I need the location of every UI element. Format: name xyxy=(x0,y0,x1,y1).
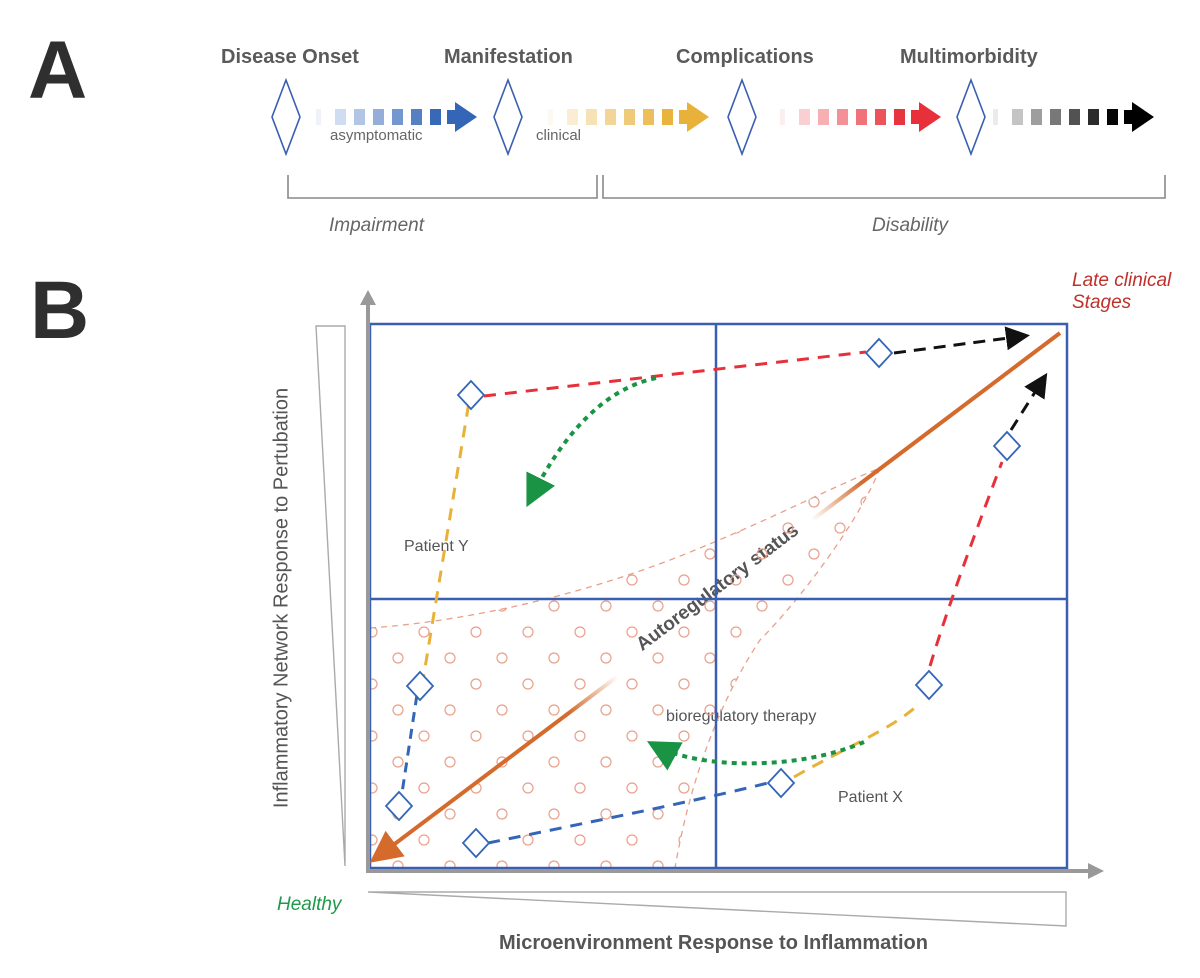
bracket-label-disability: Disability xyxy=(872,215,949,236)
healthy-label: Healthy xyxy=(277,894,342,915)
arrow-label-asymptomatic: asymptomatic xyxy=(330,127,423,144)
timeline-arrow-segment xyxy=(335,109,346,125)
timeline-arrow-segment xyxy=(1069,109,1080,125)
patient-y-path-black xyxy=(893,326,1030,355)
timeline-arrow-segment xyxy=(875,109,886,125)
patient-x-diamond-3 xyxy=(914,669,944,701)
timeline-arrow-segment xyxy=(411,109,422,125)
timeline-arrow-segment xyxy=(392,109,403,125)
trend-line-upper xyxy=(810,331,1062,522)
patient-y-path-blue xyxy=(398,687,420,807)
late-clinical-label: Late clinical Stages xyxy=(1072,270,1171,314)
timeline-arrow-segment xyxy=(624,109,635,125)
stage-diamond-complications xyxy=(727,77,757,157)
timeline-arrow-segment xyxy=(373,109,384,125)
therapy-arrow-upper xyxy=(526,376,657,508)
y-axis-gradient-wedge xyxy=(315,325,346,867)
timeline-arrowhead-black xyxy=(1124,102,1154,132)
bracket-label-impairment: Impairment xyxy=(329,215,425,236)
arrow-label-clinical: clinical xyxy=(536,127,582,144)
timeline-arrow-segment xyxy=(818,109,829,125)
late-clinical-line1: Late clinical xyxy=(1072,270,1172,291)
patient-x-diamond-4 xyxy=(992,430,1022,462)
x-axis-label: Microenvironment Response to Inflammatio… xyxy=(499,932,928,954)
timeline-arrow-blue xyxy=(316,102,477,132)
stage-label-disease-onset: Disease Onset xyxy=(221,46,359,68)
timeline-arrow-segment xyxy=(316,109,321,125)
timeline-arrow-red xyxy=(780,102,941,132)
panel-a-letter: A xyxy=(28,25,88,116)
x-axis-gradient-wedge xyxy=(367,891,1067,927)
timeline-arrow-black xyxy=(993,102,1154,132)
bracket-disability xyxy=(602,175,1166,199)
therapy-arrow-lower xyxy=(646,740,865,771)
timeline-arrowhead-red xyxy=(911,102,941,132)
patient-x-label: Patient X xyxy=(838,789,903,806)
timeline-arrow-segment xyxy=(894,109,905,125)
timeline-arrow-segment xyxy=(643,109,654,125)
patient-x-diamond-1 xyxy=(461,827,491,859)
patient-y-label: Patient Y xyxy=(404,538,469,555)
patient-y-diamond-4 xyxy=(864,337,894,369)
timeline-arrow-segment xyxy=(1107,109,1118,125)
timeline-arrow-yellow xyxy=(548,102,709,132)
panel-b-letter: B xyxy=(30,265,90,356)
patient-y-path-yellow xyxy=(420,395,472,687)
timeline-arrow-segment xyxy=(1088,109,1099,125)
timeline-arrow-segment xyxy=(1050,109,1061,125)
stage-diamond-disease-onset xyxy=(271,77,301,157)
patient-y-path-red xyxy=(483,350,867,398)
stage-label-multimorbidity: Multimorbidity xyxy=(900,46,1038,68)
timeline-arrowhead-yellow xyxy=(679,102,709,132)
bracket-impairment xyxy=(287,175,598,199)
timeline-arrow-segment xyxy=(1012,109,1023,125)
autoregulatory-region-lower-edge xyxy=(674,467,881,869)
patient-x-path-red xyxy=(928,461,1004,667)
timeline-arrow-segment xyxy=(662,109,673,125)
patient-x-path-black xyxy=(1009,372,1048,431)
timeline-arrow-segment xyxy=(605,109,616,125)
timeline-arrow-segment xyxy=(586,109,597,125)
autoregulatory-region-upper-edge xyxy=(369,467,881,629)
patient-x-path-yellow xyxy=(793,703,919,779)
timeline-arrow-segment xyxy=(430,109,441,125)
timeline-arrowhead-blue xyxy=(447,102,477,132)
timeline-arrow-segment xyxy=(799,109,810,125)
stage-label-complications: Complications xyxy=(676,46,814,68)
patient-y-diamond-1 xyxy=(384,790,414,822)
timeline-arrow-segment xyxy=(354,109,365,125)
x-axis-arrowhead xyxy=(1088,863,1104,879)
timeline-arrow-segment xyxy=(567,109,578,125)
timeline-arrow-segment xyxy=(1031,109,1042,125)
stage-diamond-manifestation xyxy=(493,77,523,157)
stage-diamond-multimorbidity xyxy=(956,77,986,157)
autoregulatory-region xyxy=(370,468,880,868)
late-clinical-line2: Stages xyxy=(1072,292,1132,313)
stage-label-manifestation: Manifestation xyxy=(444,46,573,68)
patient-x-diamond-2 xyxy=(766,767,796,799)
patient-x-path-blue xyxy=(487,781,769,845)
timeline-arrow-segment xyxy=(856,109,867,125)
timeline-arrow-segment xyxy=(780,109,785,125)
timeline xyxy=(271,77,1166,199)
trend-line-lower xyxy=(369,674,620,863)
timeline-arrow-segment xyxy=(993,109,998,125)
timeline-arrow-segment xyxy=(548,109,553,125)
patient-y-diamond-3 xyxy=(456,379,486,411)
patient-y-diamond-2 xyxy=(405,670,435,702)
y-axis-arrowhead xyxy=(360,290,376,305)
timeline-arrow-segment xyxy=(837,109,848,125)
